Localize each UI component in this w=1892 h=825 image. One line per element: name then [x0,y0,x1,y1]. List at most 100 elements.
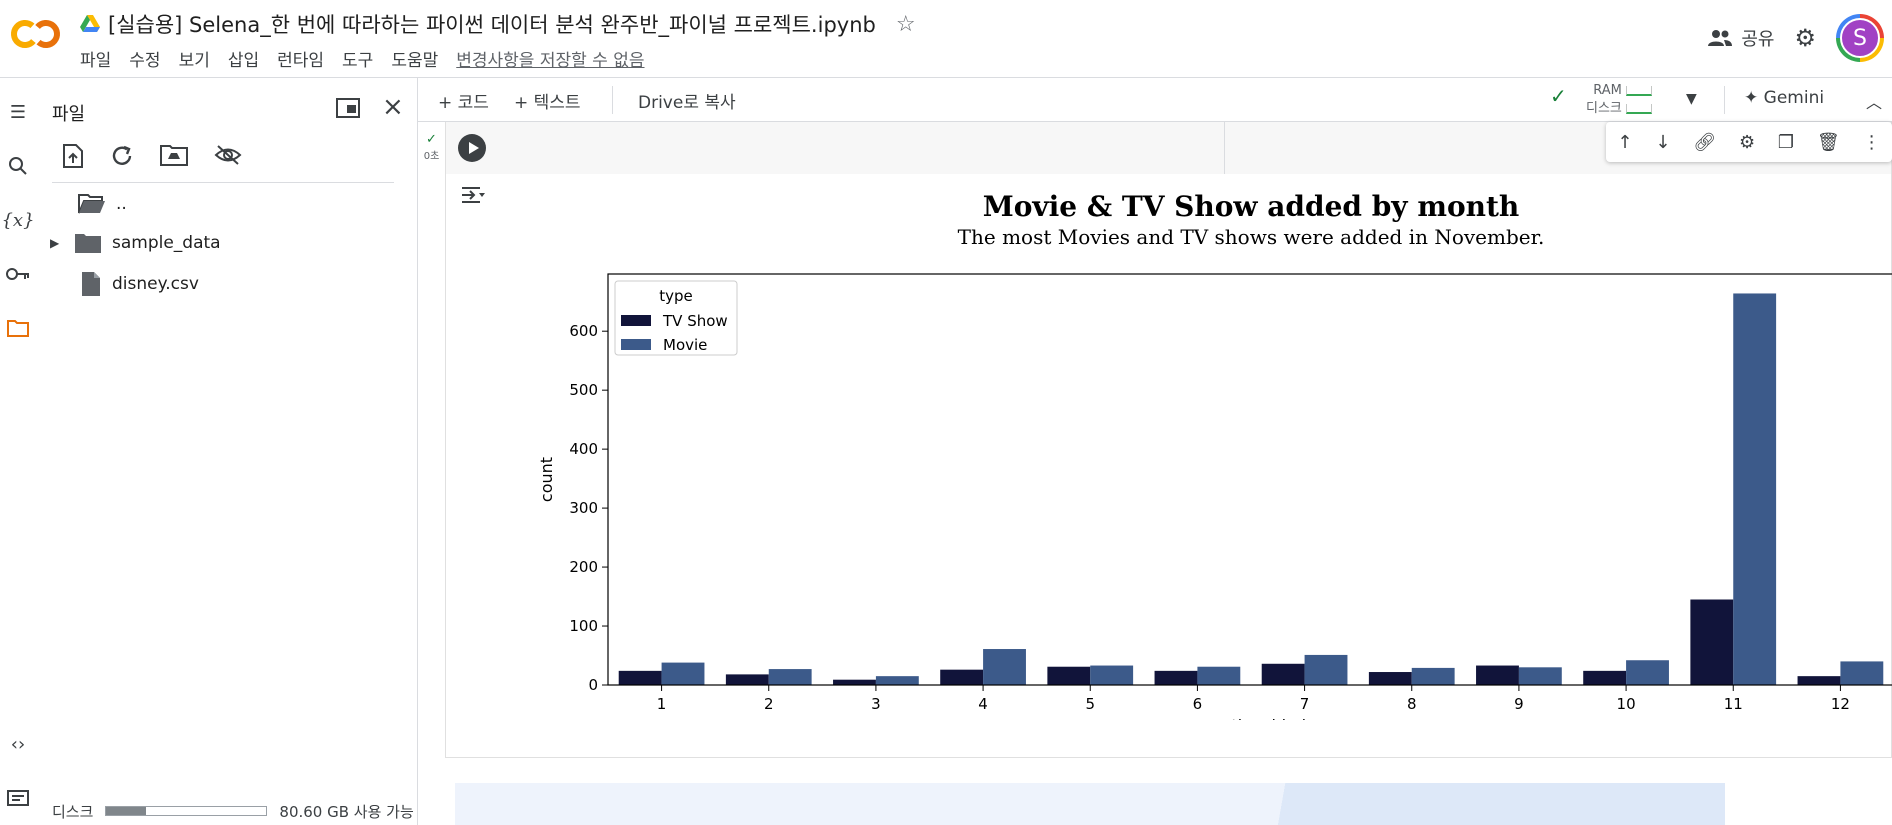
toolbar-divider [1724,86,1725,114]
y-tick-label: 500 [569,381,598,399]
menu-insert[interactable]: 삽입 [227,51,260,71]
mirror-cell-icon[interactable]: ❐ [1777,131,1795,153]
people-icon [1708,30,1733,46]
cell-status: ✓ 0초 [418,122,445,182]
resource-monitor[interactable]: RAM 디스크 [1586,82,1652,118]
legend-title: type [659,287,693,305]
bar-movie-7 [1304,654,1348,685]
top-bar: [실습용] Selena_한 번에 따라하는 파이썬 데이터 분석 완주반_파이… [0,0,1892,78]
cell-toolbar: ↑ ↓ 🔗︎ ⚙ ❐ 🗑︎ ⋮ [1606,122,1892,162]
y-tick-label: 100 [569,617,598,635]
x-tick-label: 4 [978,695,988,713]
delete-icon[interactable]: 🗑︎ [1816,131,1840,153]
move-down-icon[interactable]: ↓ [1655,131,1671,153]
disk-resource-label: 디스크 [1586,101,1622,116]
table-of-contents-icon[interactable]: ☰ [9,101,27,123]
gemini-button[interactable]: ✦ Gemini [1744,88,1824,108]
notebook-toolbar: + 코드 + 텍스트 Drive로 복사 ✓ RAM 디스크 ▼ ✦ Gemin… [418,78,1892,122]
legend-swatch-tv-show [621,315,651,326]
bar-movie-3 [875,676,919,685]
account-avatar[interactable]: S [1836,14,1884,62]
gemini-label: Gemini [1763,88,1825,108]
menu-file[interactable]: 파일 [80,51,112,71]
bar-tv-show-12 [1797,676,1841,685]
bar-tv-show-10 [1583,670,1627,685]
folder-icon [75,234,101,253]
bar-movie-8 [1411,667,1455,685]
x-tick-label: 2 [764,695,774,713]
tree-item-parent[interactable]: .. [78,193,127,215]
tree-item-disney-csv[interactable]: disney.csv [80,271,199,297]
x-tick-label: 11 [1724,695,1743,713]
mount-drive-icon[interactable] [160,144,188,166]
menu-runtime[interactable]: 런타임 [277,51,325,71]
x-tick-label: 12 [1831,695,1850,713]
bar-tv-show-3 [833,679,876,685]
menu-view[interactable]: 보기 [178,51,210,71]
tree-item-sample-data[interactable]: ▶ sample_data [50,232,221,254]
avatar-letter: S [1840,18,1880,58]
copy-to-drive-button[interactable]: Drive로 복사 [638,93,736,113]
bar-tv-show-7 [1261,663,1305,685]
menu-tools[interactable]: 도구 [342,51,374,71]
disk-free-text: 80.60 GB 사용 가능 [279,802,414,821]
y-tick-label: 600 [569,322,598,340]
menu-edit[interactable]: 수정 [129,51,161,71]
share-button[interactable]: 공유 [1707,25,1774,51]
bar-tv-show-1 [618,670,662,685]
next-cell-preview[interactable] [455,783,1725,825]
upload-file-icon[interactable] [62,144,84,168]
more-options-icon[interactable]: ⋮ [1862,131,1881,153]
refresh-icon[interactable] [110,144,134,168]
bar-movie-10 [1626,660,1669,685]
menu-bar: 파일 수정 보기 삽입 런타임 도구 도움말 변경사항을 저장할 수 없음 [80,46,645,71]
colab-logo[interactable] [8,14,64,54]
bar-tv-show-8 [1368,672,1412,685]
x-tick-label: 3 [871,695,881,713]
add-text-button[interactable]: + 텍스트 [514,93,581,113]
bar-movie-1 [661,662,705,685]
legend-label: TV Show [662,312,728,330]
files-folder-icon[interactable] [4,314,32,342]
runtime-dropdown-icon[interactable]: ▼ [1686,91,1697,107]
bar-tv-show-4 [940,669,984,685]
bar-tv-show-11 [1690,599,1734,685]
code-snippets-icon[interactable]: ‹› [10,733,26,755]
move-up-icon[interactable]: ↑ [1617,131,1633,153]
disk-usage-bar [105,806,268,816]
secrets-key-icon[interactable] [4,260,32,288]
notebook-title[interactable]: [실습용] Selena_한 번에 따라하는 파이썬 데이터 분석 완주반_파이… [108,13,876,37]
expand-chevron-icon[interactable]: ▶ [50,236,60,250]
code-cell[interactable]: Movie & TV Show added by month The most M… [445,122,1892,758]
cell-header-divider [1224,122,1225,174]
search-icon[interactable] [4,152,32,180]
bar-tv-show-5 [1047,666,1091,685]
disk-gauge [1625,103,1652,114]
terminal-icon[interactable] [4,784,32,812]
files-panel: 파일 × .. ▶ sample_data disney.csv 디스크 80.… [36,78,418,825]
link-icon[interactable]: 🔗︎ [1693,131,1717,153]
close-panel-icon[interactable]: × [382,92,404,122]
variables-icon[interactable]: {x} [1,209,35,231]
bar-movie-9 [1518,667,1562,685]
settings-gear-icon[interactable]: ⚙ [1794,24,1816,52]
bar-movie-12 [1840,661,1884,685]
add-code-button[interactable]: + 코드 [438,93,489,113]
cell-settings-icon[interactable]: ⚙ [1738,131,1756,153]
open-in-tab-icon[interactable] [336,98,360,118]
star-icon[interactable]: ☆ [895,11,916,37]
collapse-header-icon[interactable]: ︿ [1866,93,1883,112]
output-settings-icon[interactable] [460,184,486,206]
bar-tv-show-9 [1476,665,1519,685]
hide-files-icon[interactable] [214,144,242,166]
unsaved-changes-link[interactable]: 변경사항을 저장할 수 없음 [456,51,645,71]
menu-help[interactable]: 도움말 [391,51,439,71]
x-tick-label: 8 [1407,695,1417,713]
legend-box [614,280,738,356]
bar-tv-show-6 [1154,670,1198,685]
connected-check-icon: ✓ [1550,84,1567,108]
disk-usage: 디스크 80.60 GB 사용 가능 [52,797,414,825]
bar-movie-4 [983,649,1026,685]
run-cell-button[interactable] [458,134,486,162]
